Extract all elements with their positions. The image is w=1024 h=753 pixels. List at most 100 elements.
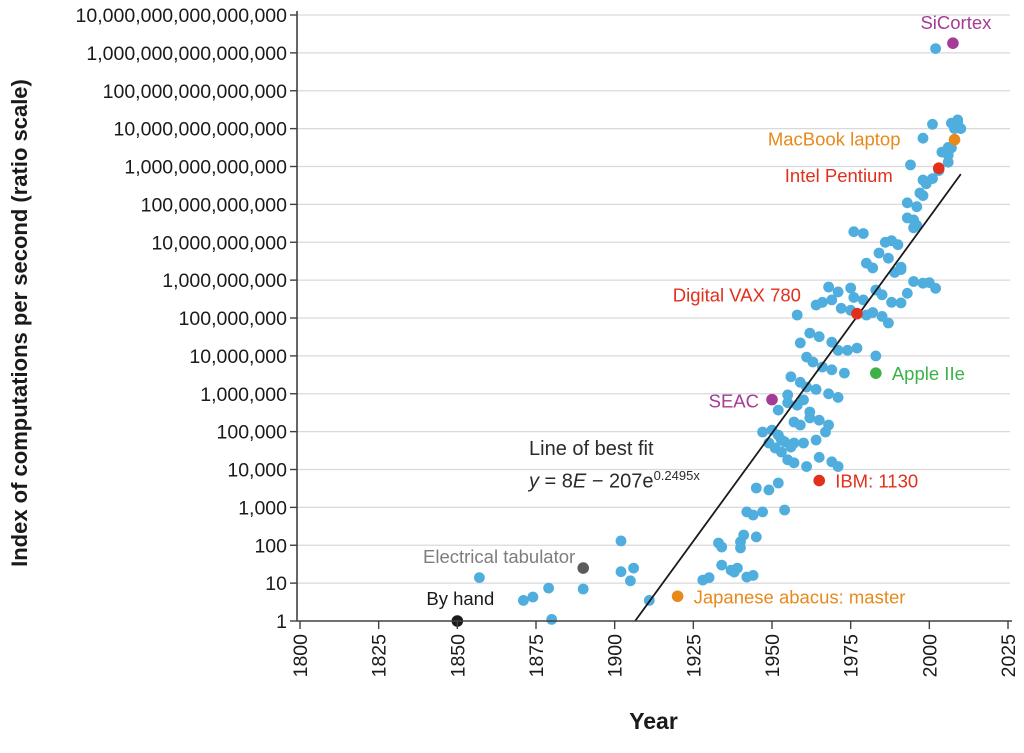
data-point — [823, 281, 834, 293]
data-point — [794, 419, 806, 431]
data-point — [911, 219, 923, 231]
data-point — [835, 302, 847, 314]
data-point — [518, 595, 529, 606]
data-point — [804, 327, 816, 339]
data-point — [848, 292, 860, 303]
data-point — [823, 419, 834, 431]
annotation-label-by-hand: By hand — [426, 588, 494, 609]
data-point — [782, 389, 794, 401]
data-point — [826, 336, 838, 348]
data-point — [867, 307, 879, 318]
annotated-point-japanese-abacus-master — [671, 590, 684, 603]
x-axis-title: Year — [629, 708, 678, 734]
fit-line — [634, 173, 962, 622]
data-point — [810, 384, 822, 395]
annotated-point-apple-iie — [870, 367, 882, 379]
data-point — [703, 572, 715, 583]
data-point — [857, 228, 869, 239]
data-point — [776, 446, 787, 458]
y-tick-label: 100,000,000,000,000 — [103, 81, 288, 103]
y-tick-label: 100,000,000 — [179, 308, 288, 330]
data-point — [832, 392, 844, 403]
data-point — [804, 412, 816, 424]
data-point — [628, 562, 639, 574]
annotation-label-electrical-tabulator: Electrical tabulator — [423, 546, 575, 567]
data-point — [813, 331, 825, 343]
data-point — [772, 477, 784, 489]
annotation-label-apple-iie: Apple IIe — [892, 363, 965, 384]
data-point — [807, 356, 819, 368]
data-point — [895, 297, 907, 309]
data-point — [901, 287, 913, 299]
data-point — [732, 562, 743, 574]
data-point — [738, 529, 750, 541]
x-tick-label: 2025 — [998, 634, 1020, 678]
data-point — [905, 159, 916, 171]
annotation-label-seac: SEAC — [709, 391, 759, 412]
y-tick-label: 1,000,000,000,000 — [124, 157, 287, 179]
equation-exponent: 0.2495x — [653, 468, 700, 483]
y-axis-title: Index of computations per second (ratio … — [7, 79, 32, 567]
y-tick-label: 10,000,000,000,000,000 — [76, 5, 288, 27]
data-point — [817, 296, 828, 308]
data-point — [952, 114, 964, 126]
y-tick-label: 100 — [254, 535, 287, 557]
data-point — [955, 123, 967, 134]
data-point — [798, 437, 809, 449]
y-tick-label: 1,000 — [238, 497, 287, 519]
fit-line-label: Line of best fit — [529, 438, 654, 460]
data-point — [577, 583, 589, 595]
data-point — [873, 247, 885, 259]
x-tick-label: 1900 — [605, 634, 627, 678]
equation-rest: − 207e — [586, 470, 654, 493]
data-point — [474, 572, 485, 583]
data-point — [930, 282, 941, 294]
data-point — [543, 582, 554, 594]
data-point — [801, 461, 812, 472]
data-point — [911, 201, 923, 213]
data-point — [848, 226, 860, 238]
data-point — [772, 404, 784, 416]
annotated-point-macbook-laptop — [948, 133, 961, 146]
data-point — [798, 394, 809, 406]
data-point — [757, 426, 768, 438]
equation-E: E — [572, 470, 587, 493]
fit-line-equation: y = 8E − 207e0.2495x — [529, 468, 700, 494]
data-point — [883, 317, 894, 329]
data-point — [832, 286, 844, 298]
data-point — [527, 591, 539, 603]
data-point — [857, 294, 869, 306]
equation-y: y — [529, 470, 539, 493]
annotated-point-digital-vax-780 — [851, 307, 863, 320]
data-point — [892, 239, 904, 251]
data-point — [839, 367, 850, 379]
data-point — [785, 371, 797, 383]
y-tick-label: 100,000 — [217, 422, 288, 444]
annotation-label-intel-pentium: Intel Pentium — [785, 165, 893, 186]
data-point — [615, 566, 627, 578]
y-tick-label: 1,000,000,000,000,000 — [86, 43, 287, 65]
x-tick-label: 2000 — [919, 634, 941, 678]
data-point — [794, 337, 806, 349]
y-tick-label: 10,000 — [227, 460, 287, 482]
data-point — [810, 434, 822, 446]
annotated-point-electrical-tabulator — [577, 562, 590, 574]
data-point — [716, 541, 728, 553]
data-point — [886, 296, 897, 308]
y-tick-label: 1 — [276, 611, 287, 633]
data-point — [851, 342, 863, 354]
y-tick-label: 10 — [265, 573, 287, 595]
data-point — [823, 388, 834, 400]
data-point — [870, 350, 882, 362]
data-point — [832, 461, 844, 472]
y-tick-label: 1,000,000,000 — [162, 270, 287, 292]
annotated-point-sicortex — [947, 37, 959, 50]
data-point — [908, 276, 919, 287]
data-point — [625, 575, 636, 587]
x-tick-label: 1825 — [369, 634, 391, 678]
data-point — [788, 437, 800, 449]
data-point — [782, 397, 794, 409]
x-tick-label: 1975 — [841, 634, 863, 678]
